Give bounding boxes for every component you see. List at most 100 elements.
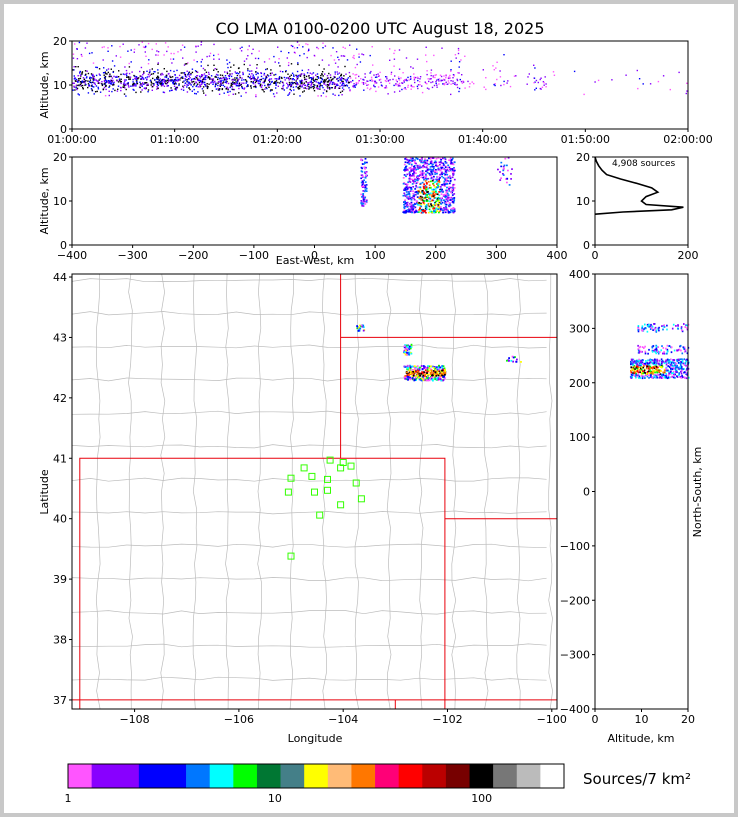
time-altitude-point	[148, 72, 151, 74]
ew-xtick-label: 0	[311, 249, 318, 262]
time-altitude-point	[92, 78, 94, 80]
ew-altitude-point	[442, 176, 445, 179]
time-altitude-point	[212, 79, 214, 81]
time-altitude-point	[202, 82, 204, 84]
histogram-ytick-label: 10	[576, 195, 590, 208]
ew-altitude-point	[419, 165, 421, 167]
time-altitude-point	[436, 84, 438, 86]
ew-altitude-point	[433, 188, 435, 191]
time-altitude-point	[92, 62, 95, 64]
time-altitude-point	[335, 83, 338, 86]
time-altitude-point	[336, 83, 338, 85]
ns-altitude-panel: Altitude, km North-South, km 0 10 20−400−3…	[560, 268, 704, 745]
time-altitude-point	[295, 86, 297, 88]
time-altitude-point	[236, 81, 239, 83]
time-altitude-point	[205, 94, 207, 96]
time-altitude-point	[124, 73, 126, 76]
ew-altitude-point	[407, 181, 410, 183]
time-altitude-point	[458, 90, 460, 93]
time-altitude-point	[161, 81, 164, 83]
time-altitude-point	[305, 78, 308, 81]
ns-altitude-point	[650, 374, 652, 376]
ew-altitude-point	[426, 169, 428, 172]
time-altitude-point	[293, 51, 296, 54]
ns-altitude-point	[680, 367, 683, 370]
ns-altitude-point	[634, 360, 636, 363]
time-altitude-point	[94, 83, 96, 86]
ns-altitude-point	[646, 325, 649, 328]
time-altitude-point	[325, 78, 327, 81]
time-altitude-point	[191, 81, 193, 83]
time-altitude-point	[289, 84, 292, 87]
ew-altitude-point	[446, 189, 448, 192]
ew-altitude-point	[443, 157, 446, 159]
time-altitude-point	[494, 83, 496, 85]
time-altitude-point	[311, 83, 313, 85]
time-altitude-point	[319, 88, 321, 90]
time-altitude-point	[395, 83, 397, 85]
time-altitude-point	[419, 81, 421, 83]
time-altitude-point	[118, 70, 120, 72]
ns-altitude-point	[629, 375, 632, 378]
time-altitude-point	[76, 48, 78, 50]
time-altitude-point	[446, 83, 448, 85]
ns-altitude-point	[643, 328, 646, 330]
time-altitude-point	[493, 69, 495, 71]
ew-altitude-point	[418, 198, 421, 200]
plan-view-point	[436, 368, 439, 370]
time-altitude-point	[372, 80, 374, 82]
time-altitude-point	[82, 77, 85, 79]
ew-altitude-point	[452, 186, 454, 189]
time-altitude-point	[319, 83, 321, 85]
time-altitude-point	[84, 70, 87, 72]
ns-altitude-point	[655, 368, 658, 371]
time-altitude-point	[362, 83, 365, 85]
time-altitude-point	[219, 80, 221, 83]
time-altitude-point	[265, 68, 267, 71]
time-altitude-point	[307, 43, 309, 46]
ns-altitude-point	[652, 359, 654, 362]
time-altitude-point	[73, 69, 75, 71]
time-altitude-point	[176, 87, 178, 90]
plan-view-point	[406, 344, 409, 347]
time-altitude-point	[109, 73, 111, 75]
time-altitude-point	[321, 59, 324, 61]
time-altitude-point	[175, 79, 178, 81]
time-altitude-point	[323, 68, 325, 70]
colorbar-cell	[138, 764, 163, 788]
time-altitude-point	[166, 81, 169, 84]
ns-altitude-point	[638, 364, 640, 367]
ew-altitude-point	[360, 203, 363, 205]
time-altitude-point	[247, 84, 249, 86]
time-altitude-point	[291, 78, 294, 81]
time-altitude-point	[317, 95, 319, 97]
ew-altitude-point	[448, 204, 450, 207]
ew-altitude-point	[414, 211, 416, 213]
ns-altitude-point	[630, 366, 632, 369]
ew-altitude-point	[444, 207, 446, 209]
time-altitude-point	[194, 92, 196, 95]
time-altitude-point	[343, 55, 346, 57]
ns-altitude-point	[680, 372, 683, 375]
ew-altitude-point	[507, 157, 510, 159]
ew-altitude-point	[430, 157, 432, 159]
time-altitude-point	[158, 79, 160, 81]
time-altitude-point	[297, 63, 299, 66]
time-altitude-point	[364, 76, 366, 78]
ns-altitude-point	[683, 346, 686, 349]
time-altitude-point	[157, 78, 159, 80]
ns-altitude-point	[643, 375, 645, 378]
time-altitude-point	[253, 77, 255, 80]
time-altitude-point	[184, 63, 187, 65]
ns-altitude-point	[670, 346, 673, 349]
time-altitude-point	[430, 72, 432, 74]
time-altitude-point	[267, 85, 269, 87]
ew-altitude-point	[420, 199, 423, 201]
time-altitude-point	[86, 42, 88, 44]
ew-altitude-point	[407, 211, 410, 213]
time-altitude-point	[241, 79, 243, 81]
ew-altitude-point	[429, 180, 432, 183]
time-altitude-point	[310, 80, 312, 82]
time-altitude-point	[250, 75, 252, 77]
time-altitude-point	[137, 77, 139, 79]
